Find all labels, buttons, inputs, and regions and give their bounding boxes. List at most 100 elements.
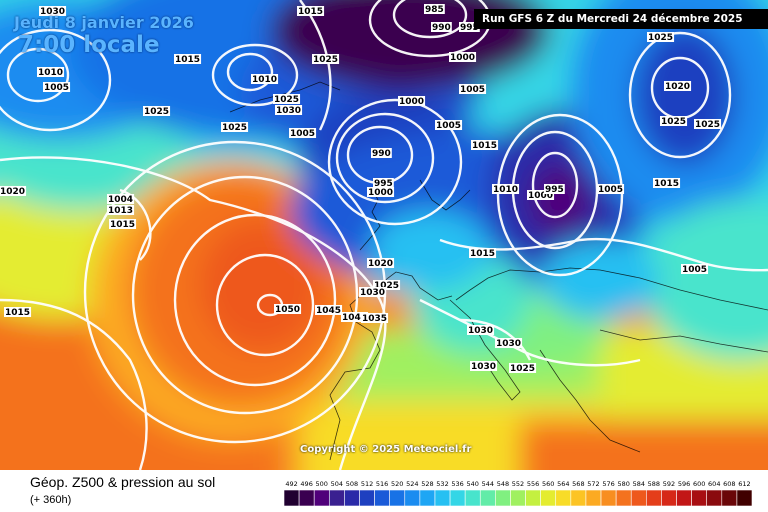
isobar-label-bg	[312, 54, 340, 64]
isobar-label-bg	[398, 96, 426, 106]
isobar-label-bg	[221, 122, 249, 132]
scale-tick-label: 516	[376, 480, 388, 488]
isobar-label-bg	[660, 116, 688, 126]
isobar-label-bg	[273, 94, 301, 104]
isobar-label-bg	[275, 105, 303, 115]
isobar-label-bg	[359, 287, 387, 297]
isobar-label: 1025	[274, 95, 299, 105]
scale-swatch	[615, 489, 632, 507]
isobar-label-bg	[371, 148, 392, 158]
scale-tick-label: 556	[527, 480, 539, 488]
isobar-label-bg	[647, 32, 675, 42]
isobar-label-bg	[527, 190, 555, 200]
isobar-label: 1050	[275, 305, 300, 315]
scale-swatch	[495, 489, 511, 507]
isobar-label-bg	[4, 307, 32, 317]
isobar-label: 1030	[40, 7, 65, 17]
scale-tick-label: 572	[587, 480, 599, 488]
isobar-label: 1015	[5, 308, 30, 318]
isobar-label-bg	[174, 54, 202, 64]
scale-swatch	[540, 489, 557, 507]
scale-tick-label: 532	[436, 480, 448, 488]
scale-swatch	[525, 489, 541, 507]
scale-swatch	[434, 489, 451, 507]
scale-tick-label: 580	[617, 480, 629, 488]
scale-tick-label: 600	[693, 480, 705, 488]
isobar-label-bg	[509, 363, 537, 373]
isobar-label: 1005	[44, 83, 69, 93]
scale-swatch	[464, 489, 481, 507]
isobar-label: 1030	[276, 106, 301, 116]
scale-tick-label: 584	[633, 480, 645, 488]
isobar-label-bg	[653, 178, 681, 188]
isobar-label: 1000	[368, 188, 393, 198]
isobar-label-bg	[492, 184, 520, 194]
isobar-label-bg	[143, 106, 171, 116]
isobar-label: 1010	[38, 68, 63, 78]
isobar-label: 1013	[108, 206, 133, 216]
scale-swatch	[706, 489, 723, 507]
isobar-label: 1005	[460, 85, 485, 95]
scale-swatch	[389, 489, 406, 507]
isobar-label-bg	[459, 84, 487, 94]
scale-swatch	[691, 489, 708, 507]
scale-swatch	[479, 489, 496, 507]
scale-tick-label: 568	[572, 480, 584, 488]
isobar-label-bg	[694, 119, 722, 129]
isobar-label: 1015	[175, 55, 200, 65]
isobar-label: 990	[432, 23, 451, 33]
scale-tick-label: 520	[391, 480, 403, 488]
isobar-label: 1030	[468, 326, 493, 336]
isobar-label-bg	[367, 258, 395, 268]
scale-tick-label: 540	[466, 480, 478, 488]
scale-swatch	[570, 489, 587, 507]
isobar-label: 1020	[665, 82, 690, 92]
isobar-label-bg	[424, 4, 445, 14]
isobar-label-bg	[469, 248, 497, 258]
scale-swatch	[284, 489, 300, 507]
isobar-label-layer: 1030 1015 985 990 995 1015 1010 1005 1010 1025 102…	[0, 4, 722, 374]
scale-tick-label: 548	[497, 480, 509, 488]
isobar-label-bg	[470, 361, 498, 371]
scale-swatch	[449, 489, 466, 507]
isobar-label-bg	[664, 81, 692, 91]
isobar-label-bg	[107, 205, 135, 215]
isobar-label: 1015	[472, 141, 497, 151]
scale-tick-label: 576	[602, 480, 614, 488]
isobar-label-bg	[449, 52, 477, 62]
isobar-label-bg	[459, 22, 480, 32]
isobar-label: 1015	[654, 179, 679, 189]
isobar-label: 1035	[362, 314, 387, 324]
isobar-label-bg	[361, 313, 389, 323]
isobar-label: 1015	[298, 7, 323, 17]
isobar-label: 1040	[342, 313, 367, 323]
scale-tick-label: 496	[300, 480, 312, 488]
scale-tick-label: 596	[678, 480, 690, 488]
isobar-label: 1004	[108, 195, 133, 205]
scale-tick-label: 592	[663, 480, 675, 488]
isobar-label-bg	[544, 184, 565, 194]
isobar-label: 1025	[510, 364, 535, 374]
variable-title: Géop. Z500 & pression au sol	[30, 474, 216, 490]
isobar-label: 1020	[0, 187, 25, 197]
isobar-label-bg	[341, 312, 369, 322]
isobar-label: 1025	[313, 55, 338, 65]
isobar-label-bg	[0, 186, 27, 196]
isobar-label: 1045	[316, 306, 341, 316]
scale-swatch	[313, 489, 330, 507]
scale-swatch	[600, 489, 617, 507]
isobar-label-bg	[43, 82, 71, 92]
isobar-label: 1000	[399, 97, 424, 107]
scale-tick-label: 612	[738, 480, 750, 488]
scale-tick-label: 536	[451, 480, 463, 488]
isobar-label-bg	[251, 74, 279, 84]
isobar-label: 1025	[661, 117, 686, 127]
scale-swatch	[555, 489, 572, 507]
isobar-label-bg	[681, 264, 709, 274]
isobar-label: 1010	[252, 75, 277, 85]
lead-time: (+ 360h)	[30, 494, 72, 506]
isobar-label: 1015	[110, 220, 135, 230]
isobar-label: 1005	[682, 265, 707, 275]
scale-tick-label: 528	[421, 480, 433, 488]
